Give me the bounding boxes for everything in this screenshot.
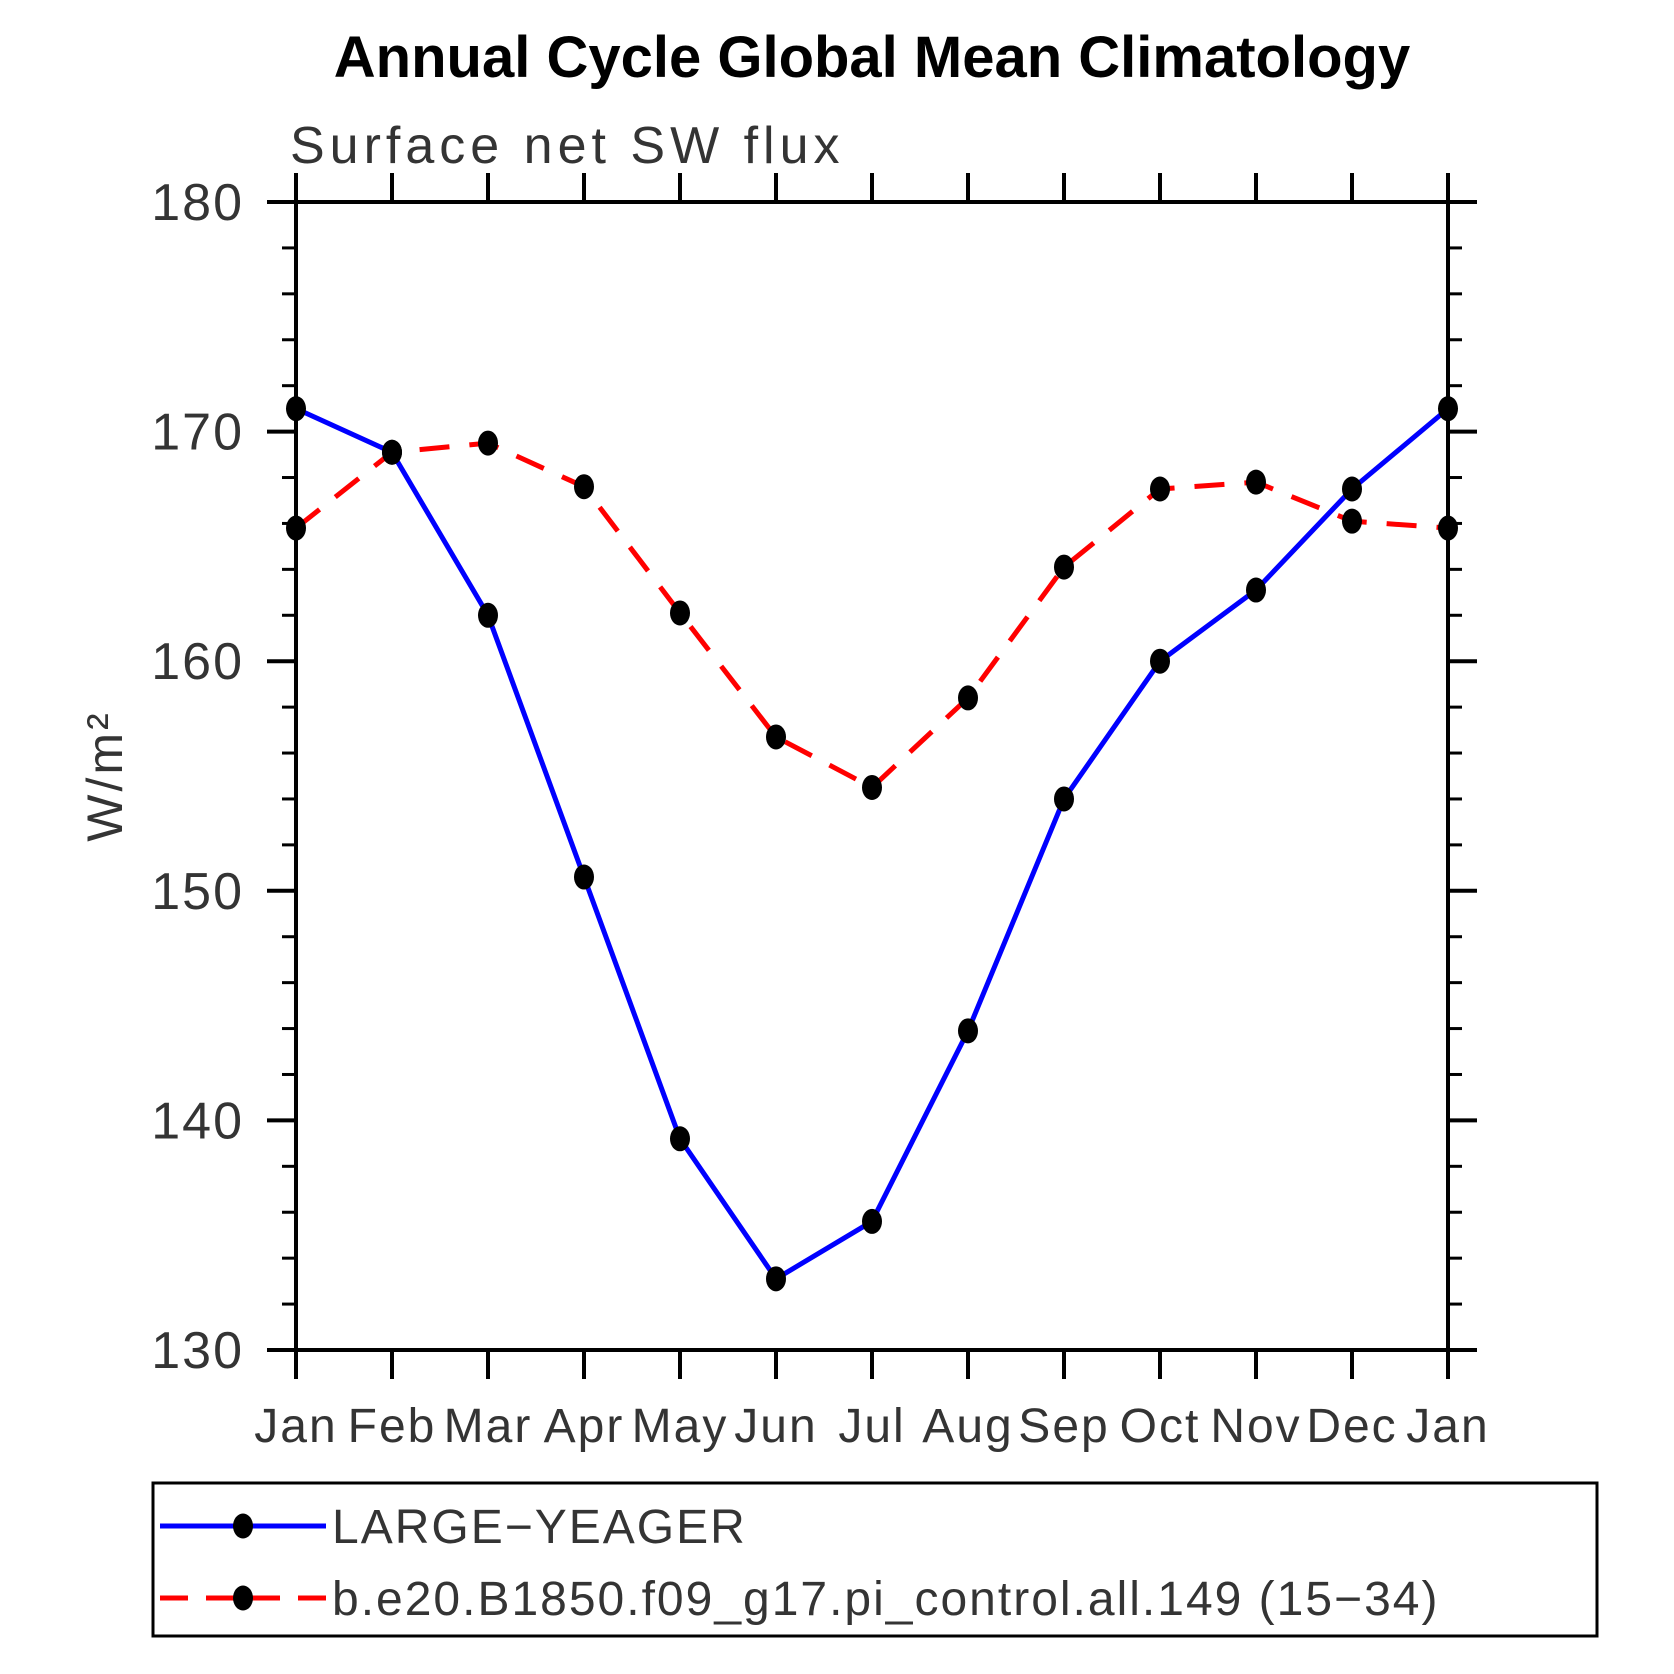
legend-label: b.e20.B1850.f09_g17.pi_control.all.149 (… — [332, 1573, 1439, 1626]
x-tick-label: Nov — [1210, 1400, 1301, 1453]
chart-subtitle: Surface net SW flux — [290, 117, 845, 175]
data-point-large-yeager — [1150, 648, 1170, 674]
x-tick-label: Sep — [1018, 1400, 1109, 1453]
y-tick-label: 180 — [151, 174, 244, 232]
legend-label: LARGE−YEAGER — [332, 1501, 747, 1554]
data-point-b-e20-b1850-pi-control — [382, 439, 402, 465]
legend-marker-large-yeager — [233, 1513, 253, 1539]
data-point-b-e20-b1850-pi-control — [1054, 554, 1074, 580]
x-tick-label: Apr — [544, 1400, 625, 1453]
data-point-large-yeager — [1342, 476, 1362, 502]
data-point-b-e20-b1850-pi-control — [1342, 508, 1362, 534]
data-point-b-e20-b1850-pi-control — [574, 474, 594, 500]
data-point-large-yeager — [1438, 396, 1458, 422]
chart-title: Annual Cycle Global Mean Climatology — [333, 25, 1411, 90]
legend-marker-b-e20-b1850-pi-control — [233, 1585, 253, 1611]
data-point-large-yeager — [766, 1266, 786, 1292]
data-point-b-e20-b1850-pi-control — [670, 600, 690, 626]
series-line-b-e20-b1850-pi-control — [294, 440, 1449, 790]
x-tick-label: Jul — [838, 1400, 905, 1453]
x-tick-label: Jan — [254, 1400, 337, 1453]
data-point-large-yeager — [574, 864, 594, 890]
data-point-b-e20-b1850-pi-control — [958, 685, 978, 711]
y-tick-label: 150 — [151, 863, 244, 921]
y-tick-label: 160 — [151, 633, 244, 691]
x-tick-label: Mar — [444, 1400, 533, 1453]
data-point-large-yeager — [862, 1208, 882, 1234]
data-point-large-yeager — [1246, 577, 1266, 603]
x-tick-label: May — [632, 1400, 729, 1453]
data-point-large-yeager — [286, 396, 306, 422]
data-point-b-e20-b1850-pi-control — [478, 430, 498, 456]
data-point-b-e20-b1850-pi-control — [1150, 476, 1170, 502]
legend-box — [151, 1481, 1599, 1638]
data-point-large-yeager — [670, 1126, 690, 1152]
data-point-b-e20-b1850-pi-control — [1438, 515, 1458, 541]
data-point-large-yeager — [478, 602, 498, 628]
data-point-large-yeager — [1054, 786, 1074, 812]
y-tick-label: 130 — [151, 1322, 244, 1380]
x-tick-label: Feb — [348, 1400, 437, 1453]
y-tick-label: 170 — [151, 404, 244, 462]
x-tick-label: Jun — [734, 1400, 817, 1453]
data-point-b-e20-b1850-pi-control — [1246, 469, 1266, 495]
data-point-b-e20-b1850-pi-control — [766, 724, 786, 750]
x-tick-label: Aug — [922, 1400, 1013, 1453]
data-point-b-e20-b1850-pi-control — [862, 774, 882, 800]
y-tick-label: 140 — [151, 1092, 244, 1150]
x-tick-label: Jan — [1406, 1400, 1489, 1453]
x-tick-label: Dec — [1306, 1400, 1397, 1453]
x-tick-label: Oct — [1120, 1400, 1201, 1453]
data-point-b-e20-b1850-pi-control — [286, 515, 306, 541]
series-line-large-yeager — [294, 406, 1450, 1282]
data-point-large-yeager — [958, 1018, 978, 1044]
